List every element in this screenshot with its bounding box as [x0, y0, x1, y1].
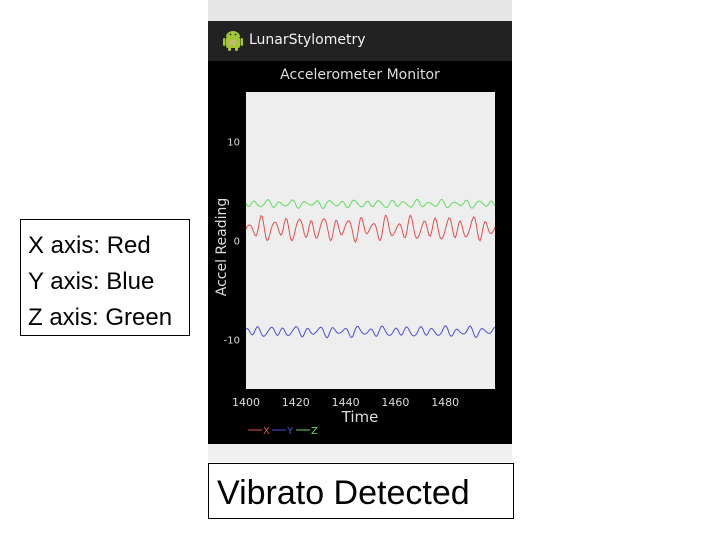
legend-y-axis: Y axis: Blue	[28, 268, 155, 295]
android-robot-icon[interactable]	[222, 30, 244, 52]
series-lines	[245, 198, 496, 339]
action-bar: LunarStylometry	[208, 21, 512, 61]
chart-legend: X Y Z	[248, 426, 318, 437]
phone-bottom-edge	[208, 444, 512, 462]
x-tick-label: 1420	[282, 396, 310, 409]
legend-z-axis: Z axis: Green	[28, 304, 173, 331]
y-tick-labels: 10 0 -10	[224, 138, 240, 347]
legend-label-y: Y	[286, 426, 294, 437]
detection-status-text: Vibrato Detected	[217, 474, 470, 512]
x-tick-label: 1440	[332, 396, 360, 409]
axis-color-legend: X axis: Red Y axis: Blue Z axis: Green	[20, 219, 190, 336]
y-tick-label: 10	[227, 138, 240, 149]
status-bar	[208, 0, 512, 21]
legend-label-x: X	[263, 426, 270, 437]
accelerometer-chart: Accelerometer Monitor 10 0 -10 1400 1420 144…	[214, 67, 496, 437]
y-tick-label: -10	[224, 336, 240, 347]
x-axis-label: Time	[341, 408, 379, 426]
series-line-y	[245, 325, 496, 339]
legend-x-axis: X axis: Red	[28, 232, 151, 259]
x-tick-labels: 1400 1420 1440 1460 1480	[232, 396, 459, 409]
series-line-z	[245, 198, 496, 210]
series-line-x	[245, 214, 496, 244]
legend-label-z: Z	[311, 426, 318, 437]
chart-title: Accelerometer Monitor	[280, 67, 440, 83]
x-tick-label: 1400	[232, 396, 260, 409]
y-axis-label: Accel Reading	[214, 198, 230, 297]
x-tick-label: 1480	[431, 396, 459, 409]
x-tick-label: 1460	[381, 396, 409, 409]
y-tick-label: 0	[234, 237, 240, 248]
plot-area	[246, 92, 495, 389]
detection-status-box: Vibrato Detected	[208, 463, 514, 519]
app-title: LunarStylometry	[249, 32, 366, 48]
phone-screen: LunarStylometry Accelerometer Monitor 10…	[208, 21, 512, 444]
